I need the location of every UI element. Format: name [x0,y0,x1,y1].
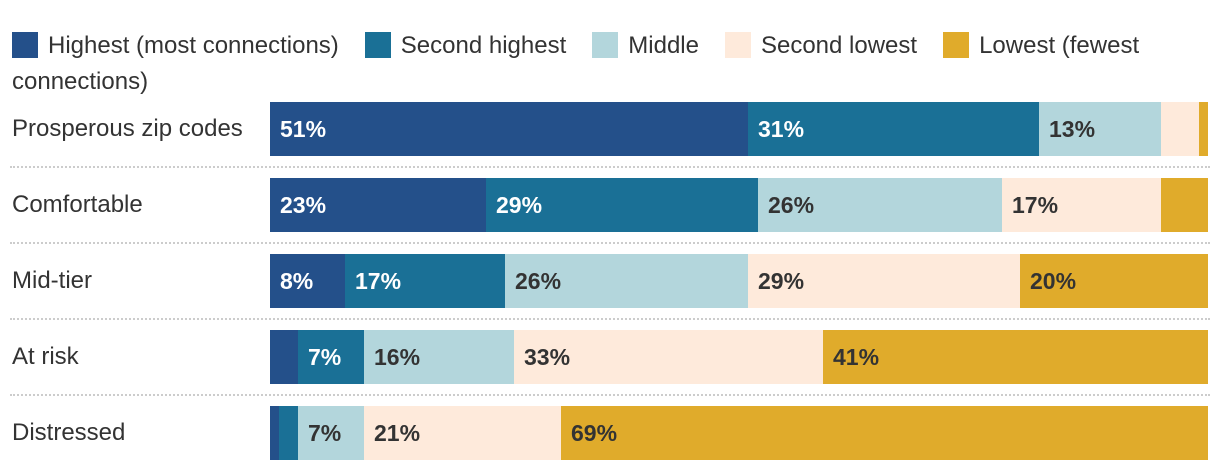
data-label: 26% [768,192,815,218]
bar-segment: 26% [758,178,1002,232]
legend-item: Highest (most connections) [12,32,339,59]
bar-segment: 16% [364,330,514,384]
data-label: 29% [496,192,543,218]
bar-segment: 26% [505,254,748,308]
bar-segment [1161,178,1208,232]
legend-swatch [592,32,619,58]
data-label: 7% [308,344,342,370]
row-label: Prosperous zip codes [12,115,243,142]
data-label: 16% [374,344,421,370]
bar-segment: 31% [748,102,1039,156]
data-label: 69% [571,420,618,446]
legend-label: Lowest (fewest connections) [12,32,1140,95]
row-separator [10,394,1210,396]
row-label: Mid-tier [12,267,93,294]
stacked-bar-chart: Prosperous zip codes 51% 31% 13% Comfortable… [0,100,1220,472]
bar-segment: 23% [270,178,486,232]
legend-item: Second highest [364,32,567,59]
bar-segment: 17% [345,254,505,308]
data-label: 8% [280,268,314,294]
bar-segment: 7% [298,330,364,384]
bar-segment: 69% [561,406,1208,460]
bar-segment [1199,102,1208,156]
legend-item: Lowest (fewest connections) [12,32,1139,95]
data-label: 29% [758,268,805,294]
row-separator [10,242,1210,244]
legend-swatch [724,32,751,58]
bar-row: 8% 17% 26% 29% 20% [270,254,1208,308]
bar-segment: 17% [1002,178,1161,232]
bar-segment: 33% [514,330,823,384]
legend-label: Highest (most connections) [48,32,339,59]
data-label: 13% [1049,116,1096,142]
data-label: 21% [374,420,421,446]
bar-segment [279,406,298,460]
bar-segment [1161,102,1199,156]
data-label: 26% [515,268,562,294]
data-label: 31% [758,116,805,142]
row-separator [10,166,1210,168]
data-label: 17% [355,268,402,294]
bar-row: 51% 31% 13% [270,102,1208,156]
bar-segment: 51% [270,102,748,156]
row-label: Comfortable [12,191,143,218]
legend-label: Second lowest [760,32,918,59]
bar-row: 7% 21% 69% [270,406,1208,460]
bar-segment: 13% [1039,102,1161,156]
data-label: 20% [1030,268,1077,294]
legend-item: Middle [592,32,699,59]
bar-row: 23% 29% 26% 17% [270,178,1208,232]
row-separator [10,318,1210,320]
data-label: 33% [524,344,571,370]
legend-item: Second lowest [724,32,918,59]
legend-label: Second highest [400,32,567,59]
data-label: 17% [1012,192,1059,218]
bar-segment: 41% [823,330,1208,384]
legend-swatch [943,32,970,58]
bar-segment: 7% [298,406,364,460]
bar-segment [270,330,298,384]
legend-swatch [12,32,38,58]
row-label: At risk [12,343,79,370]
bar-segment [270,406,279,460]
data-label: 41% [833,344,880,370]
bar-segment: 20% [1020,254,1208,308]
legend: Highest (most connections) Second highest… [12,28,1212,100]
data-label: 23% [280,192,327,218]
bar-segment: 29% [486,178,758,232]
bar-segment: 8% [270,254,345,308]
bar-segment: 21% [364,406,561,460]
legend-swatch [364,32,391,58]
data-label: 51% [280,116,327,142]
bar-segment: 29% [748,254,1020,308]
row-label: Distressed [12,419,126,446]
legend-label: Middle [628,32,699,59]
bar-row: 7% 16% 33% 41% [270,330,1208,384]
data-label: 7% [308,420,342,446]
